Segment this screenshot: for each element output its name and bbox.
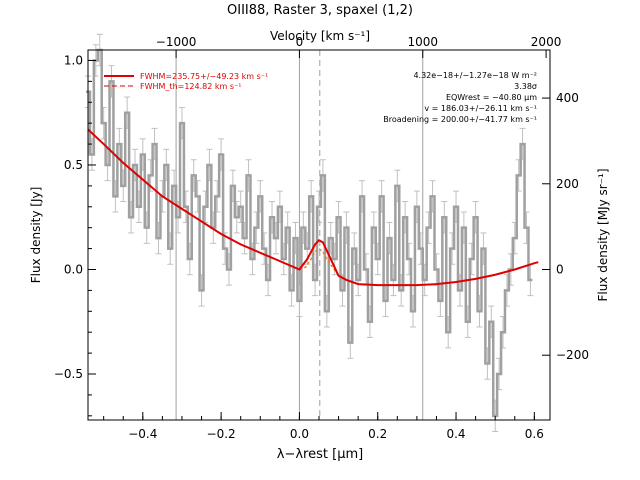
x-tick-label: 0.4 [446, 427, 465, 441]
annotation-text: v = 186.03+/−26.11 km s⁻¹ [424, 104, 537, 113]
y-tick-label: 1.0 [64, 53, 83, 67]
legend-label: FWHM_th=124.82 km s⁻¹ [140, 82, 241, 91]
top-tick-label: 2000 [531, 35, 562, 49]
y-tick-label: 0.0 [64, 262, 83, 276]
x-tick-label: −0.2 [207, 427, 236, 441]
x-axis-label: λ−λrest [µm] [277, 447, 363, 462]
y-axis-label-right: Flux density [MJy sr⁻¹] [596, 168, 610, 301]
top-tick-label: −1000 [156, 35, 197, 49]
annotation-text: 3.38σ [514, 82, 537, 91]
legend-label: FWHM=235.75+/−49.23 km s⁻¹ [140, 72, 268, 81]
annotation-text: EQWrest = −40.80 µm [446, 93, 537, 102]
annotation-text: Broadening = 200.00+/−41.77 km s⁻¹ [383, 115, 537, 124]
spectrum-line [86, 48, 533, 418]
fit-line [87, 128, 539, 287]
right-tick-label: 200 [556, 177, 579, 191]
right-tick-label: −200 [556, 348, 589, 362]
plot-area: −0.4 −0.2 0.0 0.2 0.4 0.6 −0.5 0.0 0.5 1.0 −1000 0 1… [54, 33, 589, 441]
annotation-text: 4.32e−18+/−1.27e−18 W m⁻² [413, 71, 537, 80]
x-tick-label: 0.0 [290, 427, 309, 441]
right-tick-label: 0 [556, 262, 564, 276]
gaussian-component [299, 247, 345, 281]
top-axis-label: Velocity [km s⁻¹] [270, 29, 370, 43]
top-tick-label: 0 [296, 35, 304, 49]
x-tick-label: −0.4 [128, 427, 157, 441]
y-tick-label: −0.5 [54, 367, 83, 381]
y-tick-label: 0.5 [64, 158, 83, 172]
right-tick-label: 400 [556, 91, 579, 105]
x-tick-label: 0.6 [525, 427, 544, 441]
top-tick-label: 1000 [407, 35, 438, 49]
chart-title: OIII88, Raster 3, spaxel (1,2) [227, 3, 413, 18]
y-axis-label-left: Flux density [Jy] [29, 187, 43, 284]
legend: FWHM=235.75+/−49.23 km s⁻¹FWHM_th=124.82… [104, 72, 268, 91]
x-tick-label: 0.2 [368, 427, 387, 441]
annotations: 4.32e−18+/−1.27e−18 W m⁻² 3.38σ EQWrest = … [383, 71, 537, 124]
plot-frame [87, 49, 551, 421]
